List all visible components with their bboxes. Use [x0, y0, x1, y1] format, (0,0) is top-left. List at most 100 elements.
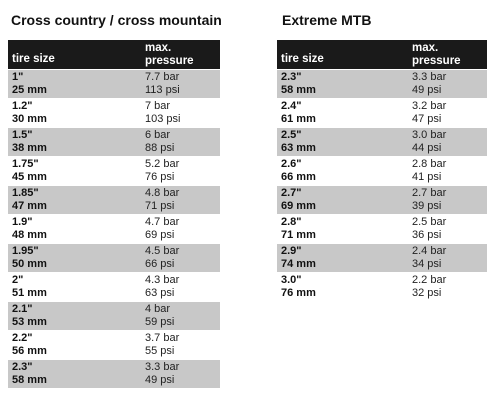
- tire-size-mm: 56 mm: [12, 345, 47, 357]
- pressure-psi: 34 psi: [412, 258, 442, 270]
- tire-size-mm: 71 mm: [281, 229, 316, 241]
- tire-size-mm: 66 mm: [281, 171, 316, 183]
- max-pressure-cell: 3.0 bar 44 psi: [408, 128, 487, 156]
- table-row: 1.85" 47 mm 4.8 bar 71 psi: [8, 185, 220, 214]
- tire-size-inches: 2.3": [281, 71, 302, 83]
- tire-size-cell: 1" 25 mm: [8, 70, 141, 98]
- left-table-header: tire size max. pressure: [8, 40, 220, 69]
- max-pressure-cell: 3.2 bar 47 psi: [408, 99, 487, 127]
- pressure-psi: 41 psi: [412, 171, 442, 183]
- tire-size-cell: 1.95" 50 mm: [8, 244, 141, 272]
- tire-size-inches: 2.5": [281, 129, 302, 141]
- pressure-psi: 39 psi: [412, 200, 442, 212]
- max-pressure-cell: 2.5 bar 36 psi: [408, 215, 487, 243]
- pressure-psi: 55 psi: [145, 345, 175, 357]
- table-row: 2.4" 61 mm 3.2 bar 47 psi: [277, 98, 487, 127]
- pressure-bar: 7 bar: [145, 100, 171, 112]
- pressure-psi: 66 psi: [145, 258, 175, 270]
- tire-size-mm: 30 mm: [12, 113, 47, 125]
- pressure-bar: 7.7 bar: [145, 71, 180, 83]
- tire-size-cell: 1.5" 38 mm: [8, 128, 141, 156]
- table-row: 3.0" 76 mm 2.2 bar 32 psi: [277, 272, 487, 301]
- max-pressure-cell: 2.7 bar 39 psi: [408, 186, 487, 214]
- pressure-psi: 49 psi: [412, 84, 442, 96]
- table-row: 2.8" 71 mm 2.5 bar 36 psi: [277, 214, 487, 243]
- table-row: 1.9" 48 mm 4.7 bar 69 psi: [8, 214, 220, 243]
- table-row: 2.9" 74 mm 2.4 bar 34 psi: [277, 243, 487, 272]
- left-header-tire-size: tire size: [12, 53, 55, 65]
- pressure-bar: 4.8 bar: [145, 187, 180, 199]
- tire-size-cell: 2.7" 69 mm: [277, 186, 408, 214]
- pressure-bar: 4 bar: [145, 303, 171, 315]
- table-row: 2.3" 58 mm 3.3 bar 49 psi: [8, 359, 220, 388]
- right-header-pressure-line: pressure: [412, 55, 461, 67]
- tire-size-cell: 2.5" 63 mm: [277, 128, 408, 156]
- tire-size-inches: 1.2": [12, 100, 33, 112]
- table-row: 1" 25 mm 7.7 bar 113 psi: [8, 69, 220, 98]
- tire-size-mm: 53 mm: [12, 316, 47, 328]
- tire-size-cell: 2.3" 58 mm: [277, 70, 408, 98]
- tire-size-cell: 1.85" 47 mm: [8, 186, 141, 214]
- right-pressure-table: tire size max. pressure 2.3" 58 mm 3.3 bar…: [277, 40, 487, 301]
- tire-size-cell: 2.8" 71 mm: [277, 215, 408, 243]
- tire-size-mm: 48 mm: [12, 229, 47, 241]
- tire-size-inches: 1.85": [12, 187, 39, 199]
- pressure-bar: 4.3 bar: [145, 274, 180, 286]
- left-header-pressure-line: pressure: [145, 55, 194, 67]
- pressure-bar: 5.2 bar: [145, 158, 180, 170]
- tire-size-mm: 69 mm: [281, 200, 316, 212]
- tire-size-inches: 1.9": [12, 216, 33, 228]
- left-header-max-pressure: max. pressure: [141, 40, 220, 69]
- tire-size-inches: 2.9": [281, 245, 302, 257]
- max-pressure-cell: 7.7 bar 113 psi: [141, 70, 220, 98]
- tire-size-inches: 2.2": [12, 332, 33, 344]
- tire-size-inches: 3.0": [281, 274, 302, 286]
- tire-size-cell: 2" 51 mm: [8, 273, 141, 301]
- table-row: 2.5" 63 mm 3.0 bar 44 psi: [277, 127, 487, 156]
- pressure-bar: 2.5 bar: [412, 216, 447, 228]
- tire-size-inches: 1.5": [12, 129, 33, 141]
- table-row: 2.7" 69 mm 2.7 bar 39 psi: [277, 185, 487, 214]
- table-row: 2" 51 mm 4.3 bar 63 psi: [8, 272, 220, 301]
- tire-size-inches: 2.1": [12, 303, 33, 315]
- max-pressure-cell: 2.2 bar 32 psi: [408, 273, 487, 301]
- tire-size-cell: 2.4" 61 mm: [277, 99, 408, 127]
- max-pressure-cell: 2.4 bar 34 psi: [408, 244, 487, 272]
- table-row: 1.2" 30 mm 7 bar 103 psi: [8, 98, 220, 127]
- max-pressure-cell: 3.3 bar 49 psi: [408, 70, 487, 98]
- right-table-body: 2.3" 58 mm 3.3 bar 49 psi 2.4" 61 mm 3.2 bar 47…: [277, 69, 487, 301]
- pressure-psi: 113 psi: [145, 84, 180, 96]
- max-pressure-cell: 4 bar 59 psi: [141, 302, 220, 330]
- table-row: 2.3" 58 mm 3.3 bar 49 psi: [277, 69, 487, 98]
- pressure-bar: 4.7 bar: [145, 216, 180, 228]
- left-section-title: Cross country / cross mountain: [11, 12, 222, 28]
- pressure-bar: 4.5 bar: [145, 245, 180, 257]
- table-row: 2.6" 66 mm 2.8 bar 41 psi: [277, 156, 487, 185]
- right-header-tire-size: tire size: [281, 53, 324, 65]
- pressure-psi: 103 psi: [145, 113, 181, 125]
- tire-size-cell: 3.0" 76 mm: [277, 273, 408, 301]
- tire-size-mm: 38 mm: [12, 142, 47, 154]
- tire-size-cell: 2.6" 66 mm: [277, 157, 408, 185]
- pressure-psi: 88 psi: [145, 142, 175, 154]
- tire-size-mm: 47 mm: [12, 200, 47, 212]
- pressure-bar: 6 bar: [145, 129, 171, 141]
- pressure-bar: 3.7 bar: [145, 332, 180, 344]
- max-pressure-cell: 3.3 bar 49 psi: [141, 360, 220, 388]
- right-header-max-line: max.: [412, 42, 439, 54]
- pressure-psi: 44 psi: [412, 142, 442, 154]
- tire-size-cell: 2.2" 56 mm: [8, 331, 141, 359]
- tire-size-mm: 63 mm: [281, 142, 316, 154]
- left-pressure-table: tire size max. pressure 1" 25 mm 7.7 bar 11…: [8, 40, 220, 388]
- pressure-psi: 49 psi: [145, 374, 175, 386]
- pressure-psi: 32 psi: [412, 287, 442, 299]
- tire-size-mm: 51 mm: [12, 287, 47, 299]
- tire-size-cell: 1.75" 45 mm: [8, 157, 141, 185]
- tire-size-mm: 50 mm: [12, 258, 47, 270]
- pressure-psi: 69 psi: [145, 229, 175, 241]
- tire-size-cell: 1.2" 30 mm: [8, 99, 141, 127]
- pressure-psi: 36 psi: [412, 229, 442, 241]
- table-row: 2.2" 56 mm 3.7 bar 55 psi: [8, 330, 220, 359]
- tire-size-mm: 25 mm: [12, 84, 47, 96]
- tire-size-cell: 2.1" 53 mm: [8, 302, 141, 330]
